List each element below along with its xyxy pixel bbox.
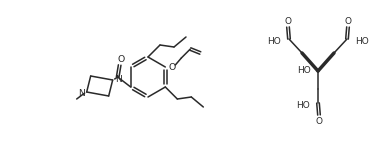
Text: O: O	[117, 54, 124, 63]
Text: HO: HO	[267, 37, 281, 45]
Text: O: O	[345, 17, 352, 26]
Text: O: O	[315, 116, 322, 125]
Text: HO: HO	[297, 65, 311, 75]
Text: O: O	[169, 62, 176, 71]
Text: N: N	[115, 75, 121, 84]
Text: N: N	[78, 88, 85, 97]
Text: HO: HO	[355, 37, 369, 45]
Text: O: O	[284, 17, 291, 26]
Text: HO: HO	[296, 101, 310, 110]
